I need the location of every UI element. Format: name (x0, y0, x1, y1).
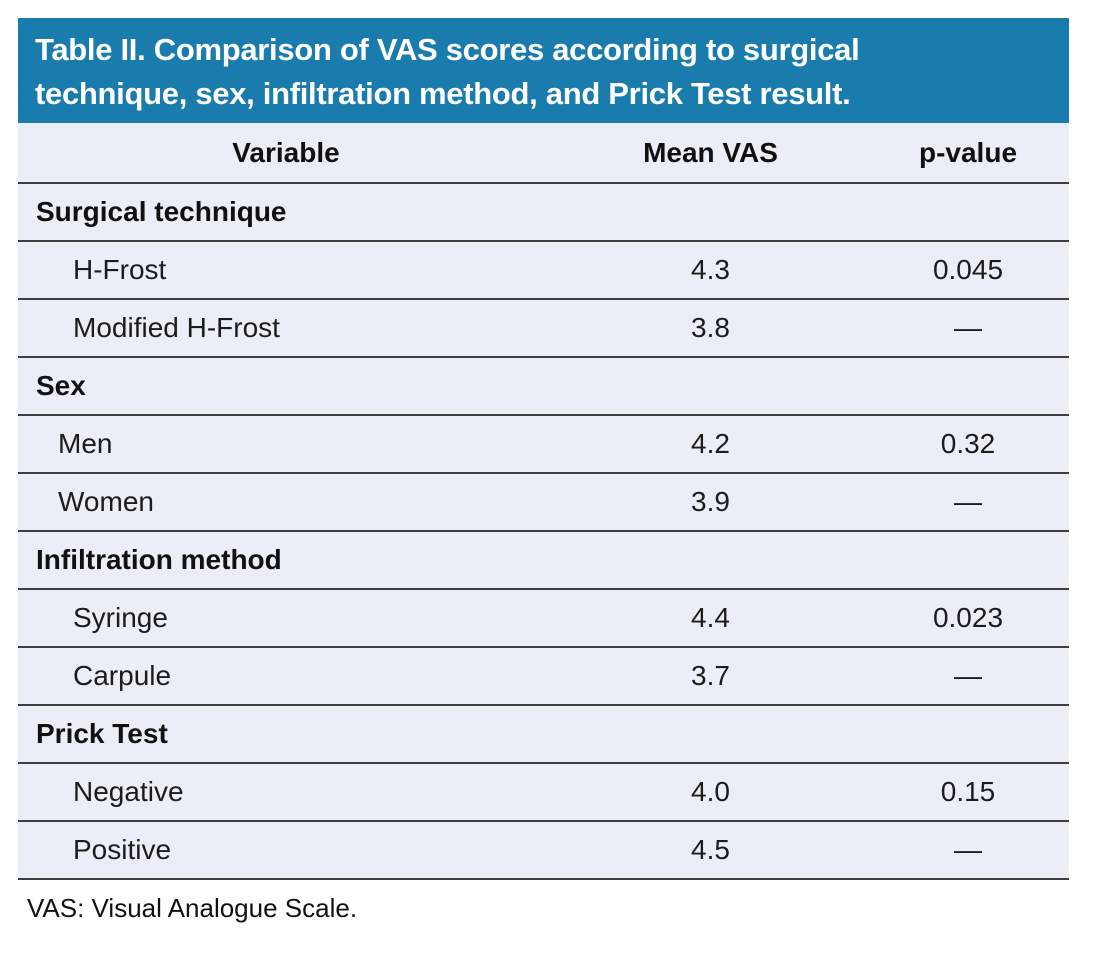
cell-label: Modified H-Frost (18, 299, 554, 358)
cell-mean-vas: 4.3 (554, 241, 867, 300)
table-row-modified-h-frost: Modified H-Frost 3.8 — (18, 299, 1069, 358)
cell-mean-vas: 3.7 (554, 647, 867, 706)
cell-mean-vas: 3.8 (554, 299, 867, 358)
table-title-line-1: Table II. Comparison of VAS scores accor… (35, 32, 860, 67)
cell-p-value: — (867, 647, 1069, 706)
cell-label: Positive (18, 821, 554, 880)
cell-p-value: — (867, 821, 1069, 880)
table-title: Table II. Comparison of VAS scores accor… (18, 18, 1069, 123)
table-row-positive: Positive 4.5 — (18, 821, 1069, 880)
cell-p-value: 0.023 (867, 589, 1069, 648)
column-header-mean-vas: Mean VAS (554, 123, 867, 184)
table-row-negative: Negative 4.0 0.15 (18, 763, 1069, 822)
cell-label: Negative (18, 763, 554, 822)
cell-mean-vas: 4.5 (554, 821, 867, 880)
cell-p-value: 0.045 (867, 241, 1069, 300)
cell-label: H-Frost (18, 241, 554, 300)
cell-label: Syringe (18, 589, 554, 648)
cell-label: Women (18, 473, 554, 532)
cell-mean-vas: 4.0 (554, 763, 867, 822)
section-header-label: Sex (18, 357, 1069, 416)
vas-comparison-table: Variable Mean VAS p-value Surgical techn… (18, 123, 1069, 880)
section-header-label: Surgical technique (18, 183, 1069, 242)
section-header-row-surgical-technique: Surgical technique (18, 183, 1069, 242)
cell-p-value: 0.15 (867, 763, 1069, 822)
table-footnote: VAS: Visual Analogue Scale. (27, 893, 358, 923)
table-row-h-frost: H-Frost 4.3 0.045 (18, 241, 1069, 300)
section-header-row-sex: Sex (18, 357, 1069, 416)
section-header-row-infiltration-method: Infiltration method (18, 531, 1069, 590)
column-header-p-value: p-value (867, 123, 1069, 184)
section-header-row-prick-test: Prick Test (18, 705, 1069, 764)
table-row-women: Women 3.9 — (18, 473, 1069, 532)
vas-table-figure: Table II. Comparison of VAS scores accor… (18, 18, 1069, 924)
cell-p-value: 0.32 (867, 415, 1069, 474)
cell-mean-vas: 3.9 (554, 473, 867, 532)
cell-label: Men (18, 415, 554, 474)
column-header-variable: Variable (18, 123, 554, 184)
table-row-carpule: Carpule 3.7 — (18, 647, 1069, 706)
table-row-men: Men 4.2 0.32 (18, 415, 1069, 474)
table-title-line-2: technique, sex, infiltration method, and… (35, 76, 851, 111)
column-header-row: Variable Mean VAS p-value (18, 123, 1069, 184)
cell-mean-vas: 4.2 (554, 415, 867, 474)
table-row-syringe: Syringe 4.4 0.023 (18, 589, 1069, 648)
section-header-label: Infiltration method (18, 531, 1069, 590)
cell-p-value: — (867, 299, 1069, 358)
cell-p-value: — (867, 473, 1069, 532)
section-header-label: Prick Test (18, 705, 1069, 764)
cell-mean-vas: 4.4 (554, 589, 867, 648)
cell-label: Carpule (18, 647, 554, 706)
